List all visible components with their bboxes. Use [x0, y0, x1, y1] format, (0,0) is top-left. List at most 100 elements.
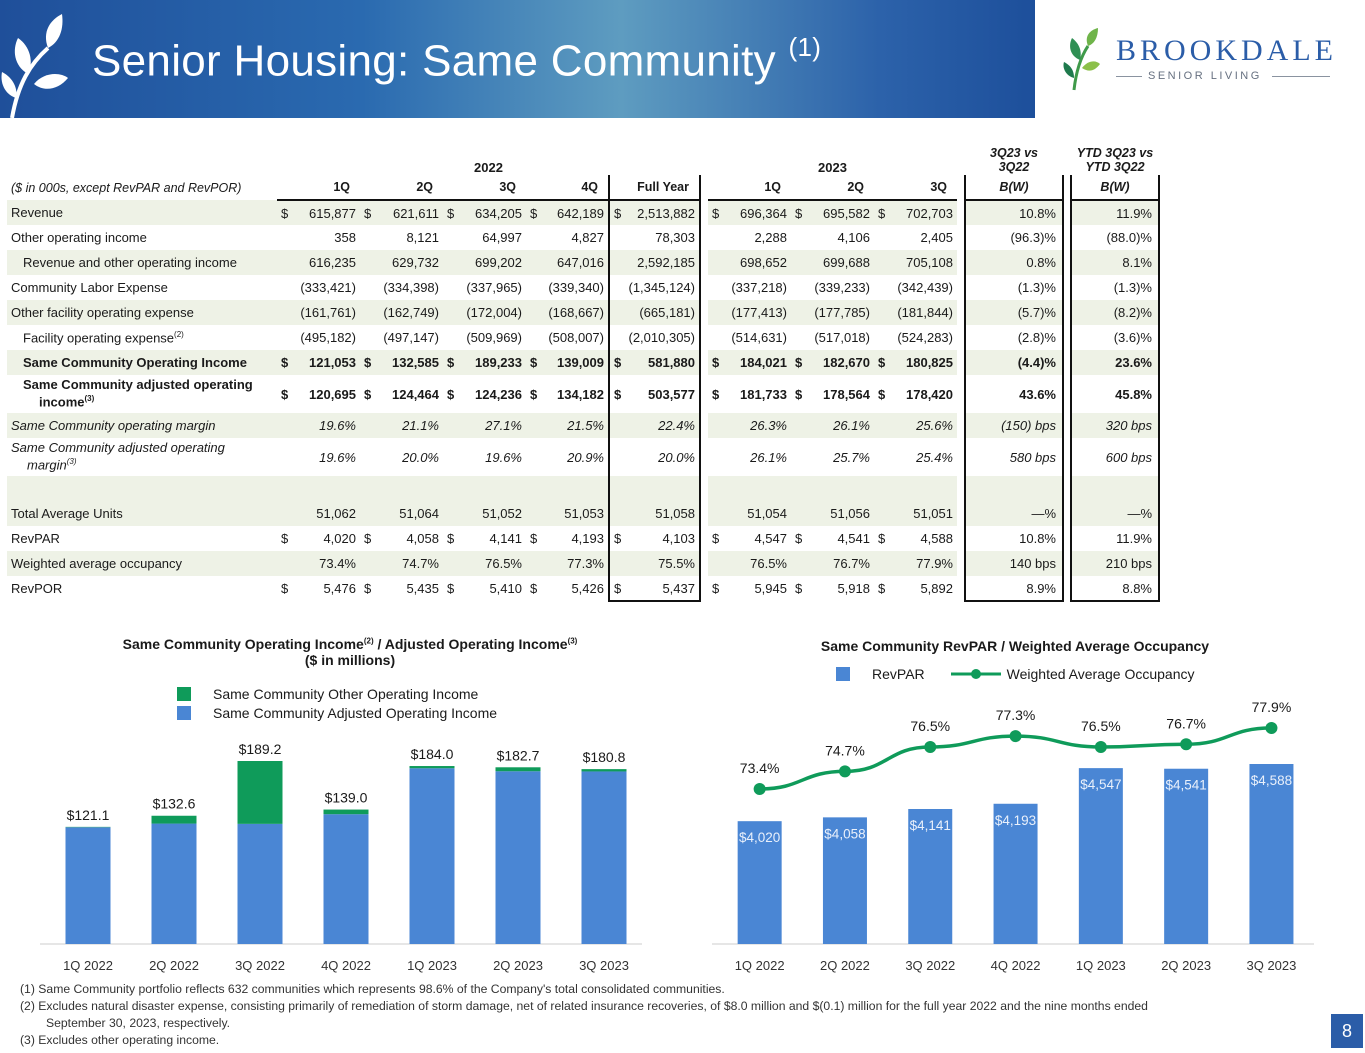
table-cell: 140 bps: [964, 551, 1064, 576]
dollar-sign: [526, 501, 540, 526]
revpar-occupancy-chart: $4,020 1Q 2022 $4,058 2Q 2022 $4,141 3Q 2022 $…: [712, 699, 1314, 973]
chart1-legend: Same Community Other Operating Income Sa…: [177, 684, 497, 722]
row-label-line1: Same Community adjusted operating: [11, 440, 225, 456]
dollar-sign: [360, 275, 374, 300]
chart2-bar-revpar: [1249, 764, 1294, 944]
table-cell: 51,052: [457, 501, 526, 526]
dollar-sign: $: [526, 350, 540, 375]
row-label-line1: Same Community adjusted operating: [23, 377, 253, 393]
table-cell: (665,181): [623, 300, 701, 325]
dollar-sign: [708, 225, 722, 250]
table-cell: 705,108: [888, 250, 957, 275]
table-cell: 2,288: [754, 230, 787, 245]
logo-rule-right: [1272, 76, 1330, 77]
dollar-sign: $: [360, 200, 374, 225]
chart2-category-label: 3Q 2023: [1247, 958, 1297, 973]
row-label: Community Labor Expense: [7, 275, 277, 300]
dollar-sign: [360, 250, 374, 275]
table-cell: 4,058: [406, 531, 439, 546]
chart2-occupancy-point: [753, 783, 766, 795]
table-cell: 634,205: [457, 200, 526, 225]
chart1-bar-other: [151, 815, 197, 824]
chart2-bar-label: $4,141: [910, 818, 951, 833]
row-label-line2: income(3): [23, 392, 253, 409]
dollar-sign: [277, 275, 291, 300]
table-row: Other facility operating expense (161,761…: [7, 300, 1160, 325]
table-cell: (337,965): [466, 280, 522, 295]
dollar-sign: $: [712, 581, 720, 596]
chart2-legend-label-occupancy: Weighted Average Occupancy: [1006, 666, 1195, 682]
column-header-1: 2Q: [360, 175, 443, 201]
dollar-sign: $: [364, 531, 372, 546]
chart1-bar-other: [581, 769, 627, 772]
chart2-category-label: 1Q 2023: [1076, 958, 1126, 973]
dollar-sign: $: [795, 531, 803, 546]
dollar-sign: [443, 275, 457, 300]
row-label: Total Average Units: [7, 501, 277, 526]
table-cell: (8.2)%: [1070, 300, 1160, 325]
dollar-sign: $: [443, 350, 457, 375]
table-cell: 8,121: [406, 230, 439, 245]
dollar-sign: $: [708, 200, 722, 225]
dollar-sign: [608, 250, 623, 275]
footnote-1: (1) Same Community portfolio reflects 63…: [20, 982, 725, 996]
table-cell: 77.9%: [888, 551, 957, 576]
table-cell: 76.5%: [722, 551, 791, 576]
table-cell: 642,189: [540, 200, 609, 225]
dollar-sign: $: [526, 200, 540, 225]
table-cell: 51,053: [540, 501, 609, 526]
table-row: RevPAR $4,020 $4,058 $4,141 $4,193 $4,103 $4,5…: [7, 526, 1160, 551]
table-cell: 5,410: [489, 581, 522, 596]
dollar-sign: $: [878, 581, 886, 596]
table-cell: 43.6%: [964, 375, 1064, 413]
chart2-legend-label-revpar: RevPAR: [872, 666, 925, 682]
table-cell: 695,582: [805, 200, 874, 225]
chart2-occupancy-label: 76.5%: [910, 718, 950, 734]
chart1-legend-label-other: Same Community Other Operating Income: [213, 685, 479, 702]
table-cell: 358: [334, 230, 356, 245]
table-cell: (162,749): [374, 300, 443, 325]
header-year-2022: 2022: [474, 160, 503, 175]
dollar-sign: [791, 250, 805, 275]
dollar-sign: [874, 325, 888, 350]
table-cell: 8.1%: [1070, 250, 1160, 275]
table-cell: 73.4%: [291, 551, 360, 576]
table-cell: (334,398): [383, 280, 439, 295]
chart1-data-label: $180.8: [583, 749, 626, 765]
leaf-logo-icon: [1, 14, 68, 118]
chart1-bar-other: [323, 809, 369, 815]
dollar-sign: $: [447, 581, 455, 596]
table-cell: 182,670: [805, 350, 874, 375]
column-header-6: 2Q: [791, 175, 874, 201]
table-cell: 4,020: [323, 531, 356, 546]
footnote-2: (2) Excludes natural disaster expense, c…: [20, 999, 1148, 1013]
chart1-data-label: $132.6: [153, 796, 196, 812]
table-cell: (517,018): [814, 330, 870, 345]
chart1-bar-other: [237, 761, 283, 824]
dollar-sign: [708, 300, 722, 325]
table-cell: (342,439): [897, 280, 953, 295]
column-header-0: 1Q: [277, 175, 360, 201]
dollar-sign: [443, 551, 457, 576]
dollar-sign: [360, 413, 374, 438]
table-cell: 78,303: [623, 225, 701, 250]
row-label-text: Total Average Units: [11, 506, 123, 521]
dollar-sign: [277, 225, 291, 250]
chart2-occupancy-label: 77.9%: [1252, 699, 1292, 715]
dollar-sign: [791, 300, 805, 325]
dollar-sign: $: [874, 350, 888, 375]
dollar-sign: [608, 275, 623, 300]
dollar-sign: $: [608, 526, 623, 551]
chart1-title-a: Same Community Operating Income: [122, 636, 364, 652]
table-cell: (524,283): [897, 330, 953, 345]
row-label: Same Community adjusted operating income(…: [7, 375, 277, 413]
table-cell: 698,652: [722, 250, 791, 275]
table-cell: 180,825: [888, 350, 957, 375]
dollar-sign: $: [281, 581, 289, 596]
chart1-legend-item-other: Same Community Other Operating Income: [177, 684, 497, 703]
dollar-sign: [360, 325, 374, 350]
dollar-sign: $: [530, 581, 538, 596]
row-label: Same Community Operating Income: [7, 350, 277, 375]
dollar-sign: [443, 225, 457, 250]
dollar-sign: $: [360, 350, 374, 375]
